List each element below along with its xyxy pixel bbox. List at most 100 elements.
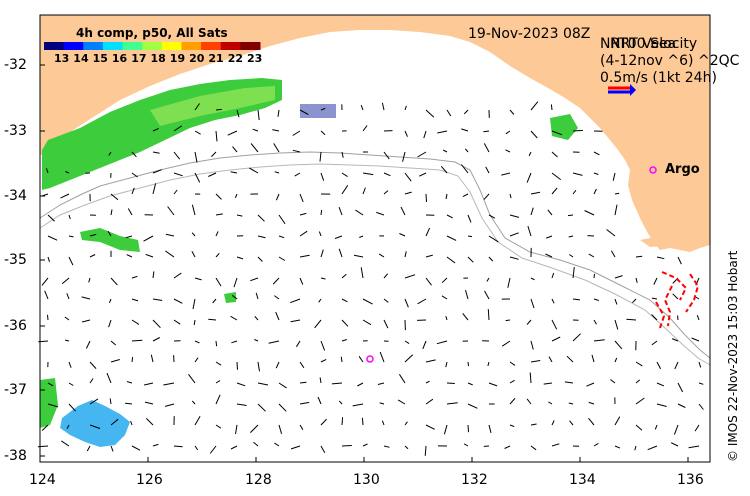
velocity-arrow xyxy=(211,151,217,157)
velocity-arrow xyxy=(44,290,49,300)
velocity-arrow xyxy=(257,256,263,262)
velocity-arrow xyxy=(593,298,599,301)
velocity-arrow xyxy=(543,382,553,385)
velocity-arrow xyxy=(277,109,280,117)
sst-patch-small-3 xyxy=(224,292,236,303)
velocity-arrow xyxy=(358,356,364,363)
velocity-arrow xyxy=(446,235,457,241)
sst-patch-blue xyxy=(60,400,130,447)
velocity-arrow xyxy=(696,315,700,321)
velocity-arrow xyxy=(404,298,409,308)
velocity-arrow xyxy=(526,172,532,183)
sst-patch-cold xyxy=(300,104,336,118)
velocity-arrow xyxy=(530,191,541,195)
velocity-arrow xyxy=(379,402,385,405)
velocity-arrow xyxy=(215,213,223,216)
velocity-arrow xyxy=(651,297,658,300)
drifter-track-4 xyxy=(655,301,666,329)
velocity-arrow xyxy=(593,442,599,447)
velocity-arrow xyxy=(614,204,618,216)
velocity-arrow xyxy=(47,256,50,262)
velocity-arrow xyxy=(89,361,97,369)
velocity-arrow xyxy=(572,298,581,301)
argo-label: Argo xyxy=(665,162,700,177)
velocity-arrow xyxy=(399,233,406,237)
velocity-arrow xyxy=(47,403,59,408)
colorbar-tick-label: 13 xyxy=(54,52,70,65)
velocity-arrow xyxy=(614,298,618,305)
velocity-arrow xyxy=(231,340,238,344)
velocity-arrow xyxy=(422,340,427,350)
velocity-arrow xyxy=(362,319,372,326)
velocity-arrow xyxy=(152,169,162,174)
velocity-arrow xyxy=(272,277,280,285)
velocity-arrow xyxy=(465,289,469,300)
velocity-arrow xyxy=(164,403,175,407)
velocity-arrow xyxy=(671,338,679,342)
velocity-arrow xyxy=(486,277,490,282)
velocity-arrow xyxy=(152,183,157,195)
colorbar-tick-label: 22 xyxy=(227,52,243,65)
velocity-arrow xyxy=(688,445,700,449)
velocity-arrow xyxy=(483,130,490,133)
velocity-arrow xyxy=(299,254,310,258)
velocity-arrow xyxy=(462,313,469,321)
velocity-arrow xyxy=(89,378,94,384)
colorbar-segment xyxy=(240,42,261,50)
velocity-arrow xyxy=(610,250,616,258)
velocity-arrow xyxy=(253,441,259,447)
velocity-arrow xyxy=(593,273,595,279)
colorbar-tick-label: 23 xyxy=(247,52,263,65)
velocity-arrow xyxy=(320,340,326,351)
velocity-arrow xyxy=(131,298,139,302)
velocity-arrow xyxy=(81,296,91,300)
velocity-arrow xyxy=(436,340,448,345)
colorbar-segment xyxy=(161,42,182,50)
colorbar-tick-label: 16 xyxy=(111,52,128,65)
velocity-arrow xyxy=(417,151,427,158)
velocity-arrow xyxy=(656,256,665,260)
velocity-arrow xyxy=(320,358,327,363)
velocity-arrow xyxy=(126,254,133,258)
velocity-arrow xyxy=(152,151,160,154)
velocity-arrow xyxy=(341,445,352,447)
velocity-arrow xyxy=(568,402,574,405)
colorbar-tick-label: 20 xyxy=(189,52,205,65)
colorbar-segment xyxy=(142,42,163,50)
velocity-arrow xyxy=(362,125,368,132)
lat-tick-37: -37 xyxy=(4,382,27,398)
velocity-arrow xyxy=(250,143,259,153)
velocity-arrow xyxy=(108,298,112,303)
velocity-arrow xyxy=(278,235,285,239)
velocity-arrow xyxy=(446,256,456,264)
velocity-arrow xyxy=(173,445,183,448)
velocity-arrow xyxy=(425,277,432,286)
colorbar-tick-label: 15 xyxy=(92,52,108,65)
velocity-arrow xyxy=(441,277,448,284)
velocity-arrow xyxy=(404,251,407,258)
velocity-arrow xyxy=(68,235,74,238)
velocity-arrow xyxy=(361,417,364,426)
velocity-arrow xyxy=(526,398,532,405)
velocity-arrow xyxy=(501,340,511,347)
velocity-arrow xyxy=(320,445,326,454)
velocity-arrow xyxy=(442,149,448,153)
colorbar-tick-label: 17 xyxy=(131,52,147,65)
velocity-arrow xyxy=(383,445,390,448)
velocity-arrow xyxy=(152,298,163,301)
velocity-arrow xyxy=(341,185,349,195)
velocity-arrow xyxy=(152,443,159,447)
velocity-arrow xyxy=(278,214,286,225)
colorbar-segment xyxy=(83,42,104,50)
velocity-arrow xyxy=(691,337,700,342)
velocity-arrow xyxy=(292,130,301,136)
velocity-arrow xyxy=(191,204,196,216)
velocity-arrow xyxy=(397,399,406,405)
velocity-arrow xyxy=(485,166,490,174)
plot-frame xyxy=(39,14,711,463)
velocity-arrow xyxy=(651,340,658,346)
velocity-arrow xyxy=(572,333,581,342)
velocity-arrow xyxy=(236,256,244,260)
velocity-arrow xyxy=(467,361,469,367)
velocity-arrow xyxy=(274,171,280,174)
